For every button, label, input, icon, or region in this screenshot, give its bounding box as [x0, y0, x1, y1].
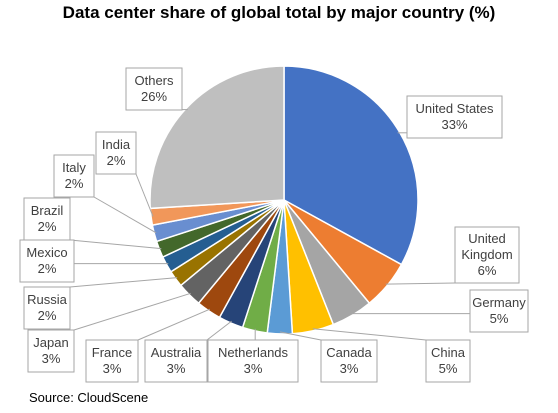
- leader-line-canada: [279, 331, 322, 341]
- data-label-box: [144, 339, 208, 383]
- data-label-box: [23, 286, 71, 330]
- data-label-box: [23, 197, 71, 241]
- data-label-box: [454, 226, 520, 284]
- data-label-name: Canada: [326, 345, 372, 360]
- data-label-name: Japan: [33, 335, 68, 350]
- leader-line-brazil: [69, 239, 162, 250]
- pie-slice-united-states: [283, 65, 419, 266]
- data-label-value: 2%: [38, 219, 57, 234]
- data-label-name: Australia: [151, 345, 202, 360]
- data-label-value: 26%: [141, 89, 167, 104]
- data-label-name: Italy: [62, 160, 86, 175]
- data-label-name: Kingdom: [461, 247, 512, 262]
- leader-line-japan: [73, 292, 191, 331]
- leader-lines: [69, 109, 470, 341]
- data-label-name: Russia: [27, 292, 68, 307]
- data-label-value: 3%: [167, 361, 186, 376]
- data-label-box: [469, 289, 529, 333]
- data-label-name: France: [92, 345, 132, 360]
- data-label-name: Others: [134, 73, 174, 88]
- data-label-name: United States: [415, 101, 494, 116]
- leader-line-australia: [206, 320, 232, 341]
- leader-line-france: [137, 308, 210, 341]
- data-label-value: 6%: [478, 263, 497, 278]
- data-label-value: 2%: [107, 153, 126, 168]
- data-label-box: [320, 339, 378, 383]
- pie-slices: [149, 65, 419, 335]
- data-label-value: 2%: [65, 176, 84, 191]
- data-label-value: 5%: [490, 311, 509, 326]
- data-label-value: 3%: [42, 351, 61, 366]
- leader-line-italy: [93, 196, 157, 234]
- data-label-box: [425, 339, 471, 383]
- data-label-box: [85, 339, 139, 383]
- data-label-name: Mexico: [26, 245, 67, 260]
- leader-line-china: [312, 328, 427, 341]
- data-label-value: 3%: [103, 361, 122, 376]
- leader-line-united-kingdom: [385, 282, 456, 285]
- data-labels: United States33%UnitedKingdom6%Germany5%…: [19, 67, 529, 383]
- data-label-value: 2%: [38, 308, 57, 323]
- data-label-name: China: [431, 345, 466, 360]
- leader-line-russia: [69, 277, 178, 288]
- data-label-value: 3%: [340, 361, 359, 376]
- data-label-box: [27, 329, 75, 373]
- data-label-box: [125, 67, 183, 111]
- data-label-value: 5%: [439, 361, 458, 376]
- leader-line-india: [135, 173, 154, 217]
- data-label-box: [207, 339, 299, 383]
- data-label-value: 3%: [244, 361, 263, 376]
- chart-title: Data center share of global total by maj…: [62, 3, 496, 22]
- data-label-box: [95, 131, 137, 175]
- data-label-name: Brazil: [31, 203, 64, 218]
- data-label-name: Netherlands: [218, 345, 289, 360]
- data-label-box: [406, 95, 503, 139]
- data-label-value: 2%: [38, 261, 57, 276]
- data-label-box: [53, 154, 95, 198]
- data-label-name: Germany: [472, 295, 526, 310]
- data-label-name: India: [102, 137, 131, 152]
- pie-slice-others: [149, 65, 285, 210]
- data-label-value: 33%: [441, 117, 467, 132]
- data-label-name: United: [468, 231, 506, 246]
- data-label-box: [19, 239, 75, 283]
- source-note: Source: CloudScene: [29, 390, 149, 405]
